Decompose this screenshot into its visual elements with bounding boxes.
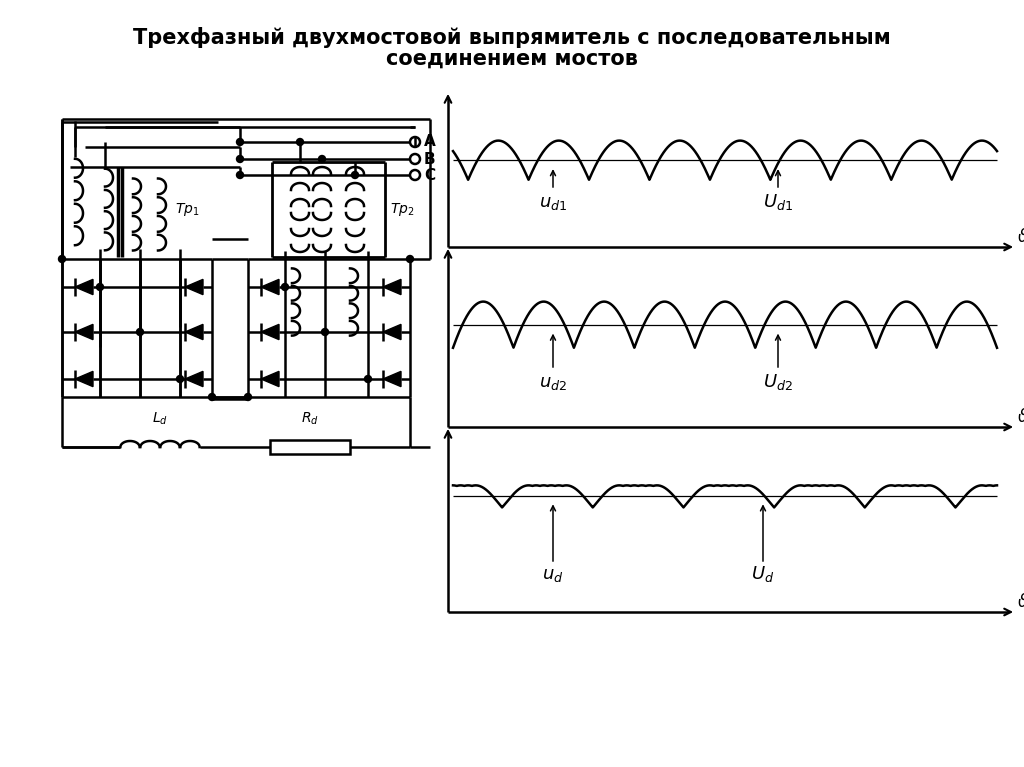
Circle shape [237,156,244,163]
Circle shape [297,139,303,146]
Text: A: A [424,134,436,150]
Circle shape [96,284,103,291]
Polygon shape [185,279,203,295]
Polygon shape [261,279,279,295]
Polygon shape [383,279,401,295]
Polygon shape [75,371,93,387]
Polygon shape [383,324,401,340]
Circle shape [176,376,183,383]
Polygon shape [185,371,203,387]
Circle shape [322,328,329,335]
Circle shape [365,376,372,383]
Text: $\vartheta$: $\vartheta$ [1017,228,1024,246]
Polygon shape [261,371,279,387]
Text: $u_{d1}$: $u_{d1}$ [539,194,567,212]
Text: $U_{d2}$: $U_{d2}$ [763,372,793,392]
Text: соединением мостов: соединением мостов [386,49,638,69]
Circle shape [237,172,244,179]
Polygon shape [75,324,93,340]
Circle shape [237,139,244,146]
Text: Трехфазный двухмостовой выпрямитель с последовательным: Трехфазный двухмостовой выпрямитель с по… [133,27,891,48]
Text: $U_{d}$: $U_{d}$ [752,564,774,584]
Circle shape [136,328,143,335]
Circle shape [318,156,326,163]
Text: $L_{d}$: $L_{d}$ [152,410,168,427]
Polygon shape [383,371,401,387]
Text: $\vartheta$: $\vartheta$ [1017,408,1024,426]
Circle shape [58,255,66,262]
Circle shape [282,284,289,291]
Text: C: C [424,167,435,183]
Text: $Tp_2$: $Tp_2$ [390,201,415,218]
Text: $U_{d1}$: $U_{d1}$ [763,192,793,212]
Text: $Tp_1$: $Tp_1$ [175,200,200,218]
Polygon shape [261,324,279,340]
Circle shape [245,393,252,400]
Text: $\vartheta$: $\vartheta$ [1017,593,1024,611]
Polygon shape [75,279,93,295]
Circle shape [209,393,215,400]
Text: B: B [424,152,435,166]
Bar [270,440,350,454]
Circle shape [351,172,358,179]
Text: $R_{d}$: $R_{d}$ [301,410,318,427]
Polygon shape [185,324,203,340]
Text: $u_{d2}$: $u_{d2}$ [539,374,567,392]
Circle shape [407,255,414,262]
Text: $u_{d}$: $u_{d}$ [543,566,564,584]
